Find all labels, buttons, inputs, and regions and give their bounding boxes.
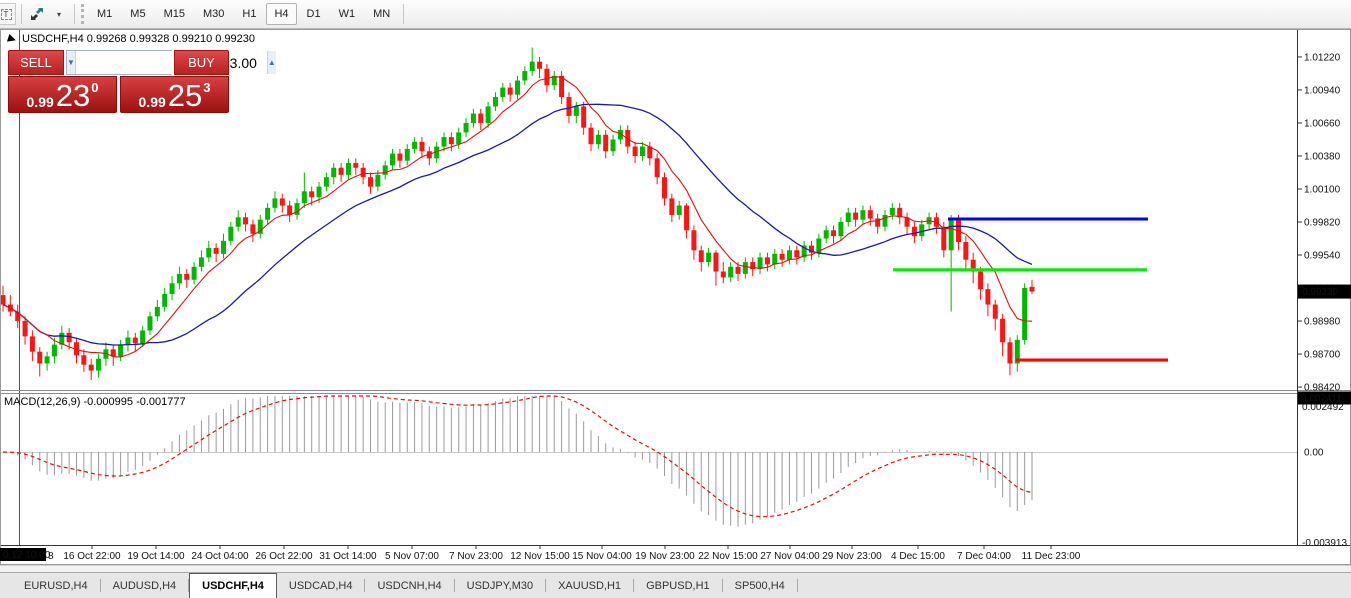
svg-text:0.98980: 0.98980 [1304, 317, 1341, 328]
svg-text:19 Oct 14:00: 19 Oct 14:00 [127, 551, 185, 562]
top-toolbar: T ▾ M1 M5 M15 M30 H1 H4 D1 W1 MN [0, 0, 1351, 29]
svg-text:7 Dec 04:00: 7 Dec 04:00 [957, 551, 1011, 562]
tab-divider [364, 579, 366, 592]
timeframe-m1-button[interactable]: M1 [97, 8, 113, 20]
svg-text:-0.003913: -0.003913 [1302, 538, 1347, 549]
svg-text:12 Nov 15:00: 12 Nov 15:00 [510, 551, 570, 562]
svg-text:0.00: 0.00 [1304, 448, 1324, 459]
tab-usdchf-h4[interactable]: USDCHF,H4 [189, 573, 277, 598]
macd-signal-line [2, 395, 1033, 518]
svg-text:8: 8 [48, 551, 54, 562]
tab-sp500-h4[interactable]: SP500,H4 [734, 579, 785, 592]
timeframe-m30-button[interactable]: M30 [202, 8, 225, 20]
svg-text:0.002411: 0.002411 [1301, 394, 1342, 405]
macd-histogram [9, 396, 1033, 527]
volume-input[interactable] [75, 51, 267, 74]
chart-tabs-bar: EURUSD,H4 AUDUSD,H4 USDCHF,H4 USDCAD,H4 … [0, 572, 1351, 598]
svg-text:26 Oct 22:00: 26 Oct 22:00 [255, 551, 313, 562]
horizontal-scrollbar[interactable] [0, 565, 1351, 572]
volume-decrease-button[interactable]: ▼ [67, 51, 76, 74]
svg-text:0.002492: 0.002492 [1302, 402, 1344, 413]
sell-price-pips: 23 [55, 77, 91, 113]
tab-divider [99, 579, 101, 592]
toolbar-separator [74, 4, 75, 24]
svg-text:1.00100: 1.00100 [1304, 184, 1341, 195]
svg-text:0.98700: 0.98700 [1304, 350, 1341, 361]
svg-text:0.98420: 0.98420 [1304, 383, 1341, 394]
tab-usdjpy-m30[interactable]: USDJPY,M30 [466, 579, 534, 592]
candles-layer [0, 47, 1035, 380]
timeframe-m15-button[interactable]: M15 [163, 8, 185, 20]
timeframe-mn-button[interactable]: MN [373, 8, 391, 20]
macd-indicator-label: MACD(12,26,9) -0.000995 -0.001777 [4, 396, 186, 408]
chart-canvas[interactable]: 1.012201.009401.006601.003801.001000.998… [0, 29, 1351, 565]
volume-spinner: ▼ ▲ [66, 50, 276, 75]
toolbar-separator [21, 4, 22, 24]
svg-text:29 Nov 23:00: 29 Nov 23:00 [822, 551, 882, 562]
text-tool-button[interactable]: T [0, 3, 16, 25]
svg-text:0.12 10:00: 0.12 10:00 [3, 550, 51, 561]
svg-text:1.00660: 1.00660 [1304, 118, 1341, 129]
tab-divider [188, 579, 190, 592]
buy-button[interactable]: BUY [174, 50, 229, 75]
svg-text:1.01220: 1.01220 [1304, 52, 1341, 63]
buy-price-base: 0.99 [138, 94, 166, 110]
one-click-trade-panel: SELL ▼ ▲ BUY 0.99 23 0 0.99 25 3 [8, 50, 276, 113]
sell-button[interactable]: SELL [8, 50, 64, 75]
tab-usdcnh-h4[interactable]: USDCNH,H4 [377, 579, 442, 592]
svg-text:4 Dec 15:00: 4 Dec 15:00 [891, 551, 945, 562]
timeframe-w1-button[interactable]: W1 [338, 8, 356, 20]
svg-text:1.00940: 1.00940 [1304, 85, 1341, 96]
timeframe-d1-button[interactable]: D1 [306, 8, 321, 20]
timeframe-h4-button[interactable]: H4 [266, 3, 297, 25]
price-axis[interactable]: 1.01220 1.00940 1.00660 1.00380 1.00100 0.998… [1297, 52, 1351, 549]
tab-audusd-h4[interactable]: AUDUSD,H4 [112, 579, 177, 592]
svg-text:27 Nov 04:00: 27 Nov 04:00 [760, 551, 820, 562]
svg-text:31 Oct 14:00: 31 Oct 14:00 [319, 551, 377, 562]
buy-price-point: 3 [203, 80, 211, 95]
sell-price-base: 0.99 [26, 94, 54, 110]
timeframe-h1-button[interactable]: H1 [242, 8, 257, 20]
moving-averages-layer [2, 76, 1033, 358]
chart-window: 1.01220 1.00940 1.00660 1.00380 1.00100 0.998… [0, 29, 1351, 565]
svg-text:7 Nov 23:00: 7 Nov 23:00 [449, 551, 503, 562]
arrows-icon [31, 8, 43, 20]
tab-divider [453, 579, 455, 592]
tab-divider [633, 579, 635, 592]
svg-text:24 Oct 04:00: 24 Oct 04:00 [191, 551, 249, 562]
svg-text:0.99230: 0.99230 [1302, 287, 1339, 298]
chart-header-ohlc: USDCHF,H4 0.99268 0.99328 0.99210 0.9923… [22, 33, 256, 45]
horizontal-line-objects[interactable] [893, 217, 1168, 362]
timeframe-m5-button[interactable]: M5 [130, 8, 146, 20]
tab-gbpusd-h1[interactable]: GBPUSD,H1 [646, 579, 710, 592]
svg-text:16 Oct 22:00: 16 Oct 22:00 [63, 551, 121, 562]
tab-eurusd-h4[interactable]: EURUSD,H4 [24, 579, 88, 592]
buy-price-quote[interactable]: 0.99 25 3 [120, 76, 229, 113]
tab-xauusd-h1[interactable]: XAUUSD,H1 [558, 579, 622, 592]
volume-increase-button[interactable]: ▲ [266, 51, 276, 74]
sell-price-quote[interactable]: 0.99 23 0 [8, 76, 117, 113]
svg-text:11 Dec 23:00: 11 Dec 23:00 [1022, 551, 1081, 562]
svg-text:1.00380: 1.00380 [1304, 151, 1341, 162]
arrows-dropdown-caret[interactable]: ▾ [56, 9, 61, 19]
tab-divider [545, 579, 547, 592]
svg-text:5 Nov 07:00: 5 Nov 07:00 [385, 551, 439, 562]
tab-divider [796, 579, 798, 592]
time-axis[interactable]: 16 Oct 22:00 19 Oct 14:00 24 Oct 04:00 26 O… [0, 545, 1081, 562]
text-tool-icon: T [0, 8, 12, 20]
svg-text:0.99540: 0.99540 [1304, 251, 1341, 262]
buy-price-pips: 25 [167, 77, 203, 113]
toolbar-grip[interactable] [81, 4, 84, 24]
pane-borders [0, 29, 1351, 565]
tab-usdcad-h4[interactable]: USDCAD,H4 [288, 579, 353, 592]
svg-text:0.99820: 0.99820 [1304, 218, 1341, 229]
svg-text:15 Nov 04:00: 15 Nov 04:00 [572, 551, 632, 562]
tab-divider [721, 579, 723, 592]
arrows-tool-button[interactable] [27, 3, 47, 25]
sell-price-point: 0 [91, 80, 99, 95]
svg-text:19 Nov 23:00: 19 Nov 23:00 [635, 551, 695, 562]
svg-text:22 Nov 15:00: 22 Nov 15:00 [698, 551, 758, 562]
toolbar-separator [403, 4, 405, 24]
